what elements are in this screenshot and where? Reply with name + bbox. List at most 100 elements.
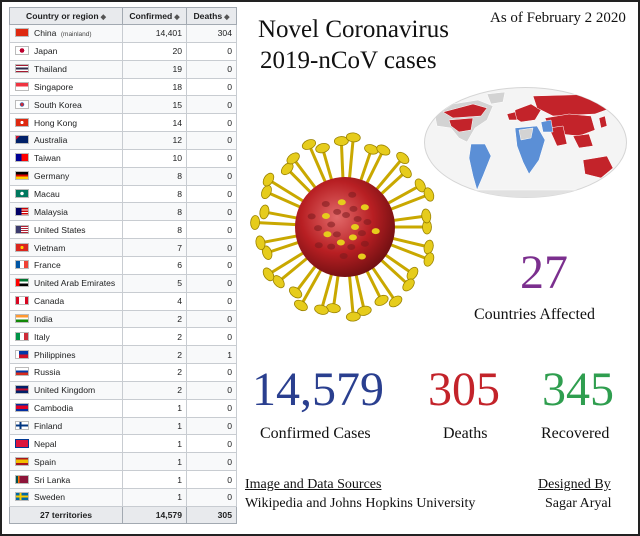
country-cell[interactable]: France <box>9 255 123 275</box>
deaths-cell: 0 <box>186 363 237 382</box>
table-row: Singapore 18 0 <box>9 77 237 97</box>
table-row: United Kingdom 2 0 <box>9 380 237 400</box>
sort-icon[interactable]: ◆ <box>224 14 230 21</box>
deaths-cell: 0 <box>186 327 237 347</box>
sweden-flag-icon <box>15 492 29 502</box>
country-cell[interactable]: Nepal <box>9 434 123 454</box>
country-name: Germany <box>34 171 70 182</box>
confirmed-cell: 18 <box>122 77 187 97</box>
country-cell[interactable]: Russia <box>9 363 123 382</box>
deaths-cell: 0 <box>186 59 237 79</box>
country-cell[interactable]: Italy <box>9 327 123 347</box>
country-cell[interactable]: Canada <box>9 291 123 311</box>
confirmed-cell: 7 <box>122 238 187 257</box>
country-cell[interactable]: Sweden <box>9 487 123 507</box>
sort-icon[interactable]: ◆ <box>174 14 180 21</box>
hong-kong-flag-icon <box>15 117 29 127</box>
confirmed-cell: 10 <box>122 148 187 168</box>
country-name: Taiwan <box>34 153 61 164</box>
india-flag-icon <box>15 313 29 323</box>
country-cell[interactable]: Thailand <box>9 59 123 79</box>
column-header-deaths[interactable]: Deaths ◆ <box>186 7 237 25</box>
country-cell[interactable]: Taiwan <box>9 148 123 168</box>
country-name: Singapore <box>34 81 74 92</box>
country-cell[interactable]: India <box>9 309 123 329</box>
country-cell[interactable]: Australia <box>9 131 123 150</box>
title-line-2: 2019-nCoV cases <box>260 47 437 74</box>
country-name: Thailand <box>34 64 67 75</box>
countries-affected-label: Countries Affected <box>474 306 596 323</box>
deaths-cell: 0 <box>186 255 237 275</box>
table-row: Taiwan 10 0 <box>9 148 237 168</box>
designed-by-heading: Designed By <box>538 477 611 492</box>
confirmed-cell: 2 <box>122 309 187 329</box>
as-of-date: As of February 2 2020 <box>490 10 626 26</box>
table-row: France 6 0 <box>9 255 237 275</box>
table-row: United States 8 0 <box>9 220 237 240</box>
world-map-image <box>424 87 627 198</box>
country-name: United Kingdom <box>34 385 96 396</box>
country-cell[interactable]: United Arab Emirates <box>9 273 123 293</box>
country-cell[interactable]: United States <box>9 220 123 240</box>
macau-flag-icon <box>15 189 29 199</box>
malaysia-flag-icon <box>15 206 29 216</box>
country-cell[interactable]: Malaysia <box>9 202 123 222</box>
italy-flag-icon <box>15 331 29 341</box>
column-header-country[interactable]: Country or region ◆ <box>9 7 123 25</box>
country-cell[interactable]: China (mainland) <box>9 24 123 43</box>
table-row: Malaysia 8 0 <box>9 202 237 222</box>
confirmed-cell: 8 <box>122 202 187 222</box>
country-cell[interactable]: Germany <box>9 166 123 186</box>
confirmed-cases-label: Confirmed Cases <box>260 425 371 442</box>
country-cell[interactable]: Cambodia <box>9 398 123 418</box>
country-cell[interactable]: Philippines <box>9 345 123 365</box>
title-line-1: Novel Coronavirus <box>258 16 449 43</box>
table-row: Germany 8 0 <box>9 166 237 186</box>
table-row: Russia 2 0 <box>9 363 237 382</box>
country-cell[interactable]: Sri Lanka <box>9 470 123 489</box>
united-kingdom-flag-icon <box>15 385 29 395</box>
table-row: Cambodia 1 0 <box>9 398 237 418</box>
south-korea-flag-icon <box>15 99 29 109</box>
country-name: United States <box>34 224 86 235</box>
cambodia-flag-icon <box>15 403 29 413</box>
deaths-cell: 0 <box>186 452 237 472</box>
country-name: Russia <box>34 367 61 378</box>
canada-flag-icon <box>15 296 29 306</box>
nepal-flag-icon <box>15 438 29 448</box>
deaths-cell: 0 <box>186 273 237 293</box>
deaths-cell: 0 <box>186 309 237 329</box>
column-header-confirmed[interactable]: Confirmed ◆ <box>122 7 187 25</box>
sri-lanka-flag-icon <box>15 474 29 484</box>
country-cell[interactable]: Spain <box>9 452 123 472</box>
australia-flag-icon <box>15 135 29 145</box>
country-name: Hong Kong <box>34 117 78 128</box>
cases-table: Country or region ◆ Confirmed ◆ Deaths ◆ Ch… <box>9 7 237 524</box>
country-name: India <box>34 313 53 324</box>
country-cell[interactable]: Hong Kong <box>9 113 123 133</box>
japan-flag-icon <box>15 46 29 56</box>
total-confirmed: 14,579 <box>122 505 187 524</box>
table-row: South Korea 15 0 <box>9 95 237 115</box>
country-cell[interactable]: Vietnam <box>9 238 123 257</box>
country-cell[interactable]: United Kingdom <box>9 380 123 400</box>
sort-icon[interactable]: ◆ <box>100 14 106 21</box>
deaths-cell: 0 <box>186 166 237 186</box>
total-deaths: 305 <box>186 505 237 524</box>
deaths-cell: 1 <box>186 345 237 365</box>
country-name: United Arab Emirates <box>34 278 116 289</box>
confirmed-cell: 14,401 <box>122 24 187 43</box>
confirmed-cell: 2 <box>122 327 187 347</box>
country-name: South Korea <box>34 99 82 110</box>
country-cell[interactable]: Singapore <box>9 77 123 97</box>
finland-flag-icon <box>15 420 29 430</box>
country-name: Canada <box>34 296 65 307</box>
philippines-flag-icon <box>15 349 29 359</box>
country-cell[interactable]: Macau <box>9 184 123 204</box>
deaths-cell: 0 <box>186 131 237 150</box>
country-cell[interactable]: South Korea <box>9 95 123 115</box>
country-cell[interactable]: Finland <box>9 416 123 436</box>
confirmed-cell: 19 <box>122 59 187 79</box>
country-name: Sweden <box>34 492 66 503</box>
country-cell[interactable]: Japan <box>9 41 123 61</box>
